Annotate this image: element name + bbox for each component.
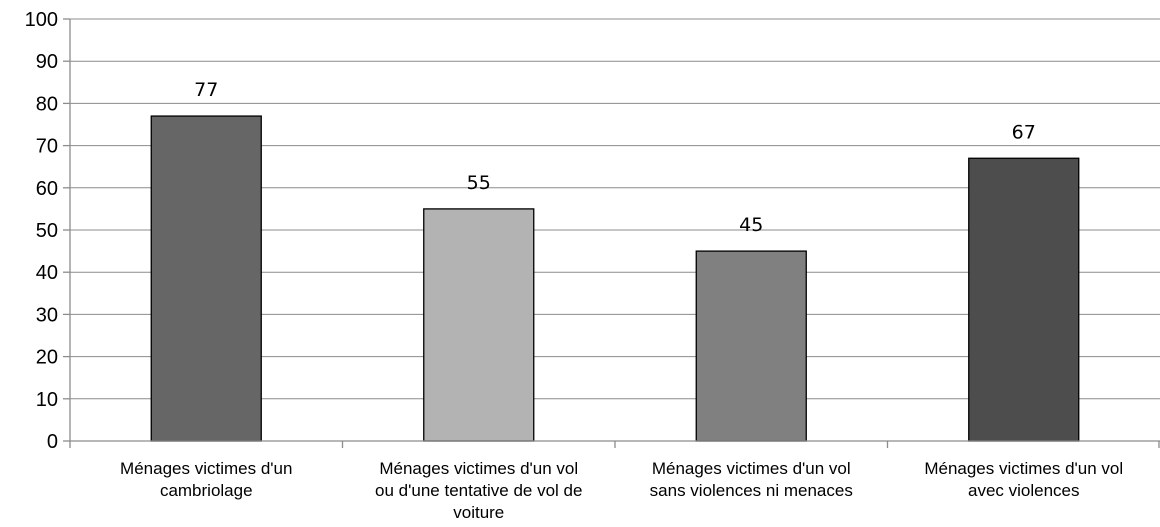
- x-tick-label: Ménages victimes d'un: [120, 459, 292, 478]
- data-label: 45: [739, 214, 763, 236]
- y-tick-labels: 0 10 20 30 40 50 60 70 80 90 100: [25, 9, 58, 453]
- x-tick-label: Ménages victimes d'un vol: [652, 459, 851, 478]
- bar: [968, 157, 1080, 442]
- y-tick-label: 100: [25, 9, 58, 31]
- y-tick-label: 30: [36, 304, 58, 326]
- data-label: 77: [194, 79, 218, 101]
- data-labels: 77 55 45 67: [194, 79, 1036, 236]
- y-tick-label: 0: [47, 431, 58, 453]
- y-tick-label: 60: [36, 178, 58, 200]
- x-tick-label: voiture: [453, 503, 504, 522]
- y-tick-label: 20: [36, 347, 58, 369]
- x-tick-label: sans violences ni menaces: [650, 481, 853, 500]
- category-labels: Ménages victimes d'un cambriolage Ménages …: [120, 459, 1123, 522]
- x-tick-label: cambriolage: [160, 481, 253, 500]
- x-tick-label: avec violences: [968, 481, 1080, 500]
- data-label: 67: [1012, 121, 1036, 143]
- x-tick-label: ou d'une tentative de vol de: [375, 481, 582, 500]
- y-tick-label: 40: [36, 262, 58, 284]
- bar: [695, 250, 807, 442]
- bars: [150, 115, 1080, 442]
- x-tick-label: Ménages victimes d'un vol: [924, 459, 1123, 478]
- y-tick-label: 50: [36, 220, 58, 242]
- data-label: 55: [467, 172, 491, 194]
- y-tick-label: 70: [36, 136, 58, 158]
- bar: [150, 115, 262, 442]
- y-tick-label: 80: [36, 93, 58, 115]
- axes: [63, 18, 1160, 448]
- bar: [423, 208, 535, 442]
- y-tick-label: 10: [36, 389, 58, 411]
- x-tick-label: Ménages victimes d'un vol: [379, 459, 578, 478]
- y-tick-label: 90: [36, 51, 58, 73]
